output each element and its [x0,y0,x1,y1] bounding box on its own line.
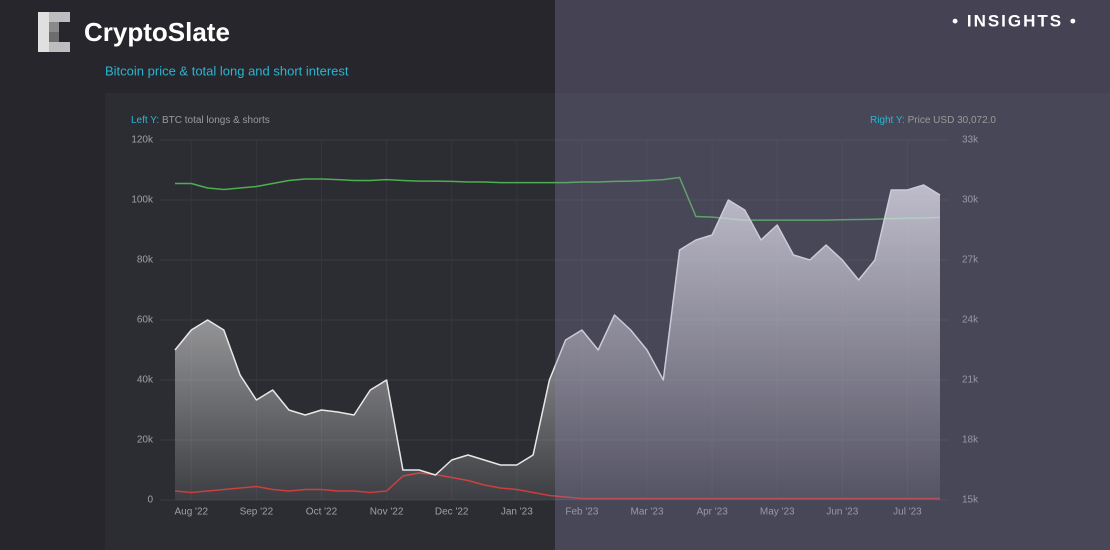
series-line [175,176,941,221]
plot: 0 20k 40k 60k 80k 100k 120k 15k 18k 21k 24k 27k 30k 3… [131,135,979,518]
y2-tick-label: 33k [962,135,979,146]
x-tick-label: Jan '23 [501,507,533,518]
axis-label: Left Y: [131,115,159,126]
y-tick-label: 60k [137,315,154,326]
x-tick-label: Jun '23 [826,507,858,518]
y-tick-label: 40k [137,375,154,386]
chart-title: Bitcoin price & total long and short int… [105,63,349,78]
y-tick-label: 120k [131,135,154,146]
x-tick-label: Aug '22 [174,507,208,518]
x-tick-label: Oct '22 [306,507,338,518]
price-area [175,185,940,500]
y2-tick-label: 18k [962,435,979,446]
y2-tick-label: 21k [962,375,979,386]
logo [38,12,70,52]
right-axis-title: Right Y: Price USD 30,072.0 [870,115,996,126]
logo-block [38,12,49,52]
price-line [174,184,941,476]
axis-title: Price USD 30,072.0 [908,115,997,126]
x-tick-label: Apr '23 [696,507,728,518]
x-tick-label: Nov '22 [370,507,404,518]
x-tick-label: May '23 [760,507,795,518]
brand: CryptoSlate [84,17,230,47]
badge: • INSIGHTS • [952,11,1078,30]
y2-tick-label: 27k [962,255,979,266]
y-tick-label: 100k [131,195,154,206]
x-tick-label: Jul '23 [893,507,922,518]
x-tick-label: Feb '23 [565,507,598,518]
y2-tick-label: 15k [962,495,979,506]
y-tick-label: 20k [137,435,154,446]
y2-tick-label: 24k [962,315,979,326]
logo-block [49,22,59,32]
y2-tick-label: 30k [962,195,979,206]
axis-label: Right Y: [870,115,905,126]
y-tick-label: 80k [137,255,154,266]
axis-title: BTC total longs & shorts [162,115,270,126]
x-tick-label: Dec '22 [435,507,469,518]
x-tick-label: Sep '22 [240,507,274,518]
x-tick-label: Mar '23 [630,507,663,518]
logo-block [49,42,70,52]
logo-block [49,32,59,42]
highlight-overlay [555,0,1110,550]
y-tick-label: 0 [147,495,153,506]
left-axis-title: Left Y: BTC total longs & shorts [131,115,270,126]
logo-block [49,12,70,22]
